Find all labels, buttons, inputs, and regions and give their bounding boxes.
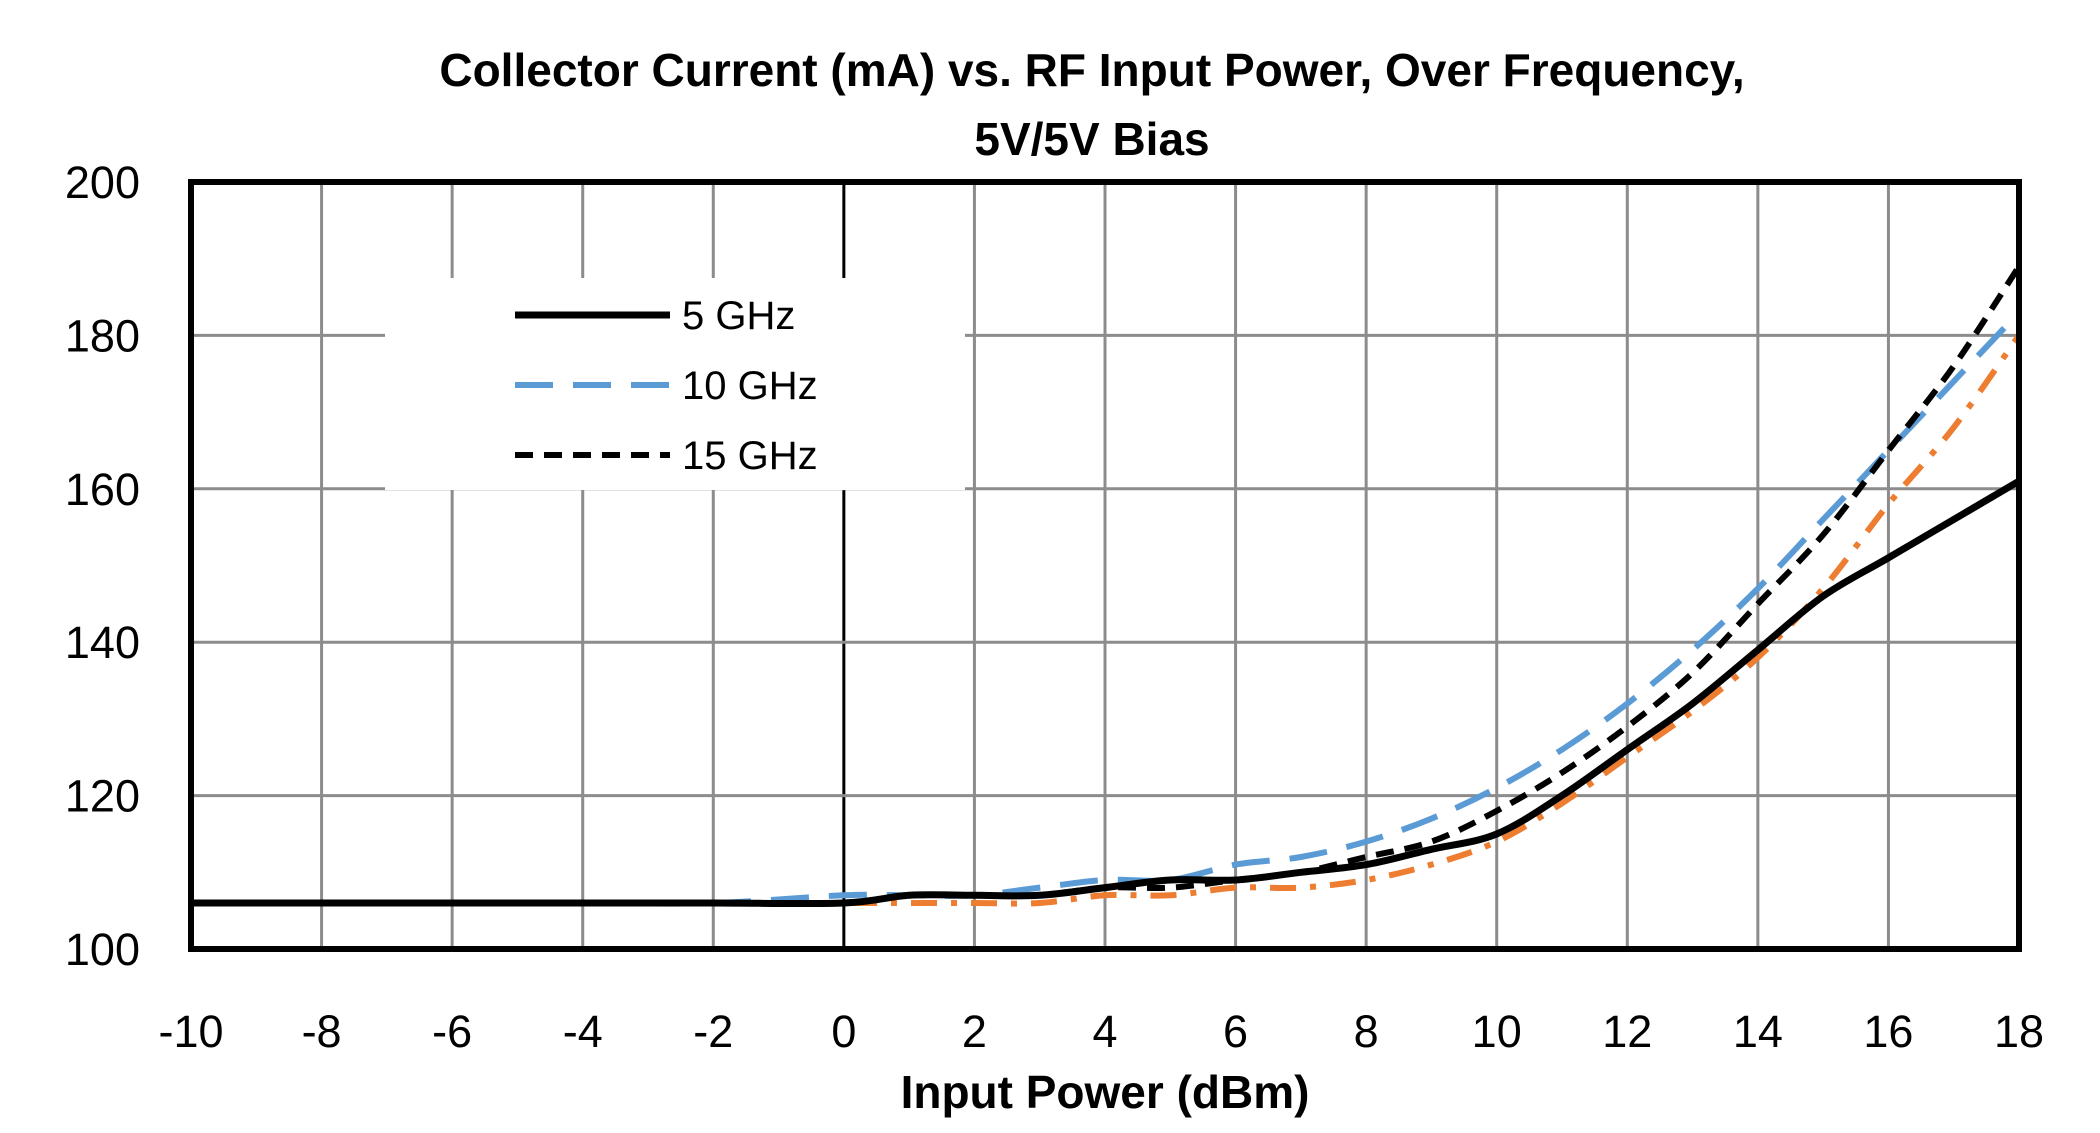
- x-tick-label: -4: [563, 1006, 603, 1057]
- y-tick-label: 180: [65, 310, 140, 361]
- x-tick-label: 10: [1472, 1006, 1522, 1057]
- x-tick-label: -6: [432, 1006, 472, 1057]
- x-tick-label: 14: [1733, 1006, 1783, 1057]
- series-line-5-ghz: [191, 478, 2021, 908]
- x-tick-label: 6: [1223, 1006, 1248, 1057]
- gridlines: [191, 182, 2019, 949]
- x-tick-label: -2: [693, 1006, 733, 1057]
- x-tick-label: -10: [158, 1006, 223, 1057]
- legend-label: 5 GHz: [682, 294, 795, 338]
- series-lines: [191, 264, 2022, 908]
- legend-label: 15 GHz: [682, 434, 818, 478]
- x-tick-label: 18: [1994, 1006, 2044, 1057]
- x-tick-label: 0: [831, 1006, 856, 1057]
- legend-background: [385, 278, 965, 490]
- plot-frame: [188, 179, 2022, 952]
- chart-title: Collector Current (mA) vs. RF Input Powe…: [439, 44, 1744, 96]
- y-tick-label: 100: [65, 924, 140, 975]
- x-tick-label: 8: [1354, 1006, 1379, 1057]
- x-axis-ticks: -10 -8 -6 -4 -2 0 2 4 6 8 10 12 14 16 18: [158, 1006, 2044, 1057]
- y-tick-label: 160: [65, 464, 140, 515]
- chart-subtitle: 5V/5V Bias: [974, 113, 1209, 165]
- legend: 5 GHz 10 GHz 15 GHz: [385, 278, 965, 490]
- x-tick-label: 16: [1863, 1006, 1913, 1057]
- y-tick-label: 120: [65, 771, 140, 822]
- x-tick-label: 2: [962, 1006, 987, 1057]
- x-tick-label: 12: [1602, 1006, 1652, 1057]
- x-tick-label: -8: [302, 1006, 342, 1057]
- y-axis-ticks: 100 120 140 160 180 200: [65, 157, 140, 975]
- legend-label: 10 GHz: [682, 364, 818, 408]
- y-tick-label: 200: [65, 157, 140, 208]
- x-axis-title: Input Power (dBm): [901, 1066, 1310, 1118]
- y-tick-label: 140: [65, 617, 140, 668]
- x-tick-label: 4: [1092, 1006, 1117, 1057]
